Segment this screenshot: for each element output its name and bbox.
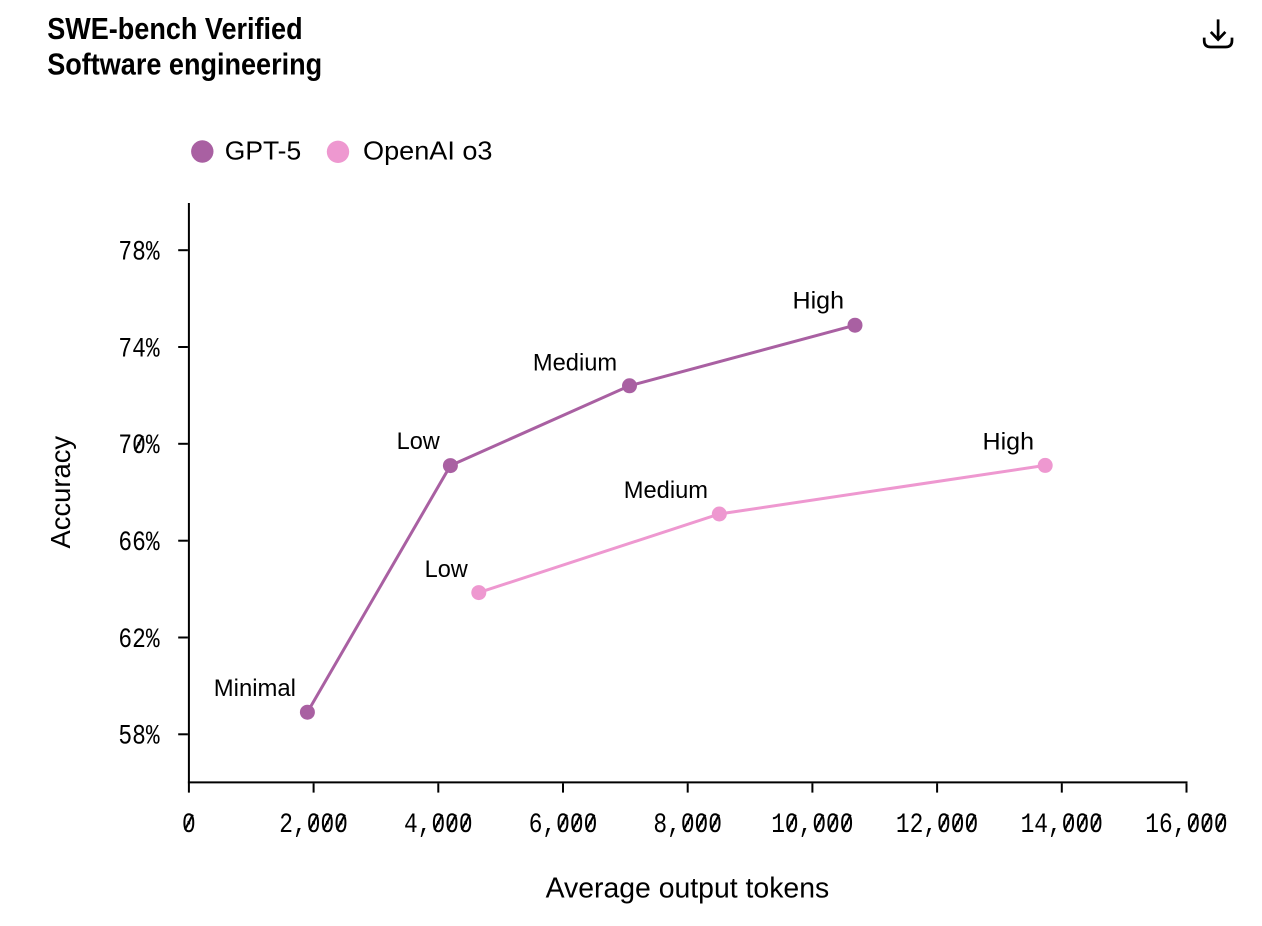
svg-text:Average output tokens: Average output tokens xyxy=(546,873,830,905)
svg-text:Low: Low xyxy=(425,556,469,583)
svg-text:Software engineering: Software engineering xyxy=(47,47,322,82)
svg-text:8,000: 8,000 xyxy=(653,810,722,841)
svg-text:Medium: Medium xyxy=(533,349,617,376)
svg-text:12,000: 12,000 xyxy=(896,810,978,841)
svg-text:10,000: 10,000 xyxy=(771,810,853,841)
svg-text:High: High xyxy=(983,428,1035,455)
svg-text:78%: 78% xyxy=(118,238,159,269)
svg-text:SWE-bench Verified: SWE-bench Verified xyxy=(47,11,302,46)
svg-text:GPT-5: GPT-5 xyxy=(225,135,301,165)
svg-text:Minimal: Minimal xyxy=(214,675,296,702)
svg-text:Accuracy: Accuracy xyxy=(45,436,76,549)
svg-text:16,000: 16,000 xyxy=(1145,810,1227,841)
svg-text:0: 0 xyxy=(182,810,196,841)
svg-text:58%: 58% xyxy=(118,722,159,753)
svg-text:2,000: 2,000 xyxy=(279,810,348,841)
svg-text:70%: 70% xyxy=(118,431,159,462)
svg-text:4,000: 4,000 xyxy=(404,810,473,841)
svg-text:High: High xyxy=(793,288,845,315)
svg-text:14,000: 14,000 xyxy=(1021,810,1103,841)
svg-text:6,000: 6,000 xyxy=(529,810,598,841)
svg-text:Medium: Medium xyxy=(624,477,708,504)
svg-text:Low: Low xyxy=(397,428,441,455)
svg-text:74%: 74% xyxy=(118,334,159,365)
svg-text:OpenAI o3: OpenAI o3 xyxy=(363,135,493,165)
svg-text:62%: 62% xyxy=(118,625,159,656)
svg-text:66%: 66% xyxy=(118,528,159,559)
